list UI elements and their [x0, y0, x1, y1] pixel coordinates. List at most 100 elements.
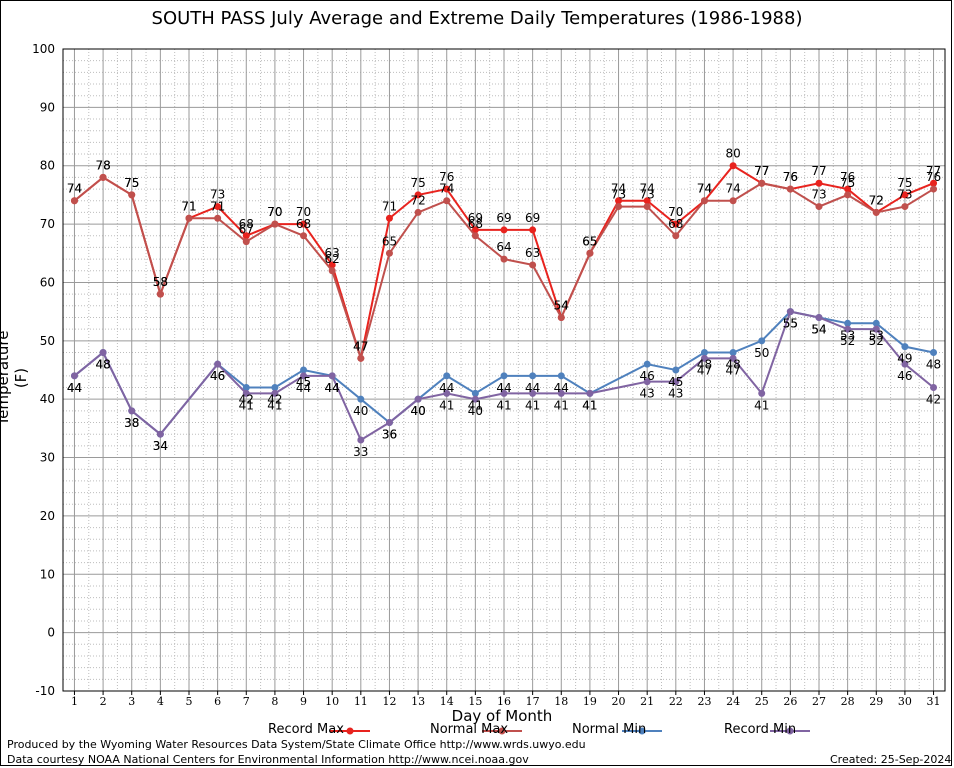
data-label-record-max: 77	[811, 164, 826, 178]
x-tick-label: 27	[812, 695, 826, 708]
data-label-record-min: 47	[697, 363, 712, 377]
x-tick-label: 17	[526, 695, 540, 708]
data-point-record-max	[471, 226, 479, 234]
x-tick-label: 20	[612, 695, 626, 708]
x-axis-label: Day of Month	[451, 707, 553, 725]
data-point-record-min	[729, 354, 737, 362]
data-label-record-min: 44	[325, 381, 340, 395]
data-point-normal-max	[128, 191, 136, 199]
data-label-normal-max: 73	[640, 188, 655, 202]
data-label-record-max: 65	[582, 234, 597, 248]
data-label-record-min: 44	[67, 381, 82, 395]
data-label-normal-max: 75	[840, 176, 855, 190]
x-tick-label: 23	[697, 695, 711, 708]
data-label-normal-min: 34	[153, 439, 168, 453]
data-point-record-min	[156, 430, 164, 438]
data-point-normal-max	[271, 220, 279, 228]
footer-produced: Produced by the Wyoming Water Resources …	[7, 738, 586, 751]
legend-marker-record-max	[346, 727, 354, 735]
data-label-normal-max: 58	[153, 275, 168, 289]
legend	[330, 727, 810, 735]
data-label-normal-min: 44	[525, 381, 540, 395]
x-tick-label: 11	[354, 695, 368, 708]
data-label-record-min: 52	[869, 334, 884, 348]
data-label-record-max: 74	[697, 182, 712, 196]
data-label-record-min: 41	[754, 398, 769, 412]
x-tick-label: 14	[440, 695, 454, 708]
data-label-normal-max: 73	[611, 188, 626, 202]
data-point-record-min	[901, 360, 909, 368]
data-label-record-max: 74	[67, 182, 82, 196]
data-label-normal-max: 74	[439, 182, 454, 196]
data-point-normal-min	[758, 337, 766, 345]
data-label-record-min: 42	[926, 393, 941, 407]
data-label-normal-max: 78	[95, 158, 110, 172]
data-label-record-max: 69	[496, 211, 511, 225]
data-point-record-min	[328, 372, 336, 380]
data-point-normal-min	[729, 348, 737, 356]
data-point-record-min	[500, 389, 508, 397]
x-tick-label: 10	[325, 695, 339, 708]
data-label-normal-min: 38	[124, 416, 139, 430]
data-point-record-min	[357, 436, 365, 444]
data-label-normal-min: 54	[811, 322, 826, 336]
data-label-normal-min: 44	[67, 381, 82, 395]
data-label-normal-min: 40	[410, 404, 425, 418]
data-label-normal-min: 41	[582, 398, 597, 412]
data-point-record-min	[844, 325, 852, 333]
legend-label-normal-max: Normal Max	[430, 722, 509, 737]
data-point-record-max	[414, 191, 422, 199]
data-label-record-max: 74	[611, 182, 626, 196]
data-label-record-min: 48	[95, 357, 110, 371]
data-point-normal-min	[500, 372, 508, 380]
data-point-normal-max	[443, 197, 451, 205]
data-point-normal-max	[471, 232, 479, 240]
data-point-record-max	[328, 261, 336, 269]
data-label-normal-max: 74	[67, 182, 82, 196]
y-tick-label: 90	[40, 100, 55, 114]
data-point-normal-min	[844, 319, 852, 327]
footer-created: Created: 25-Sep-2024	[830, 753, 952, 766]
x-tick-label: 18	[554, 695, 568, 708]
data-point-normal-min	[643, 360, 651, 368]
data-label-normal-max: 67	[239, 223, 254, 237]
data-label-normal-min: 44	[496, 381, 511, 395]
data-label-normal-max: 62	[325, 252, 340, 266]
data-label-record-min: 44	[296, 381, 311, 395]
data-label-normal-min: 48	[926, 357, 941, 371]
x-tick-label: 21	[640, 695, 654, 708]
data-point-normal-min	[300, 366, 308, 374]
x-tick-label: 9	[300, 695, 307, 708]
data-point-record-min	[700, 354, 708, 362]
x-tick-label: 22	[669, 695, 683, 708]
data-point-record-min	[99, 348, 107, 356]
footer-courtesy: Data courtesy NOAA National Centers for …	[7, 753, 529, 766]
data-label-normal-max: 71	[181, 199, 196, 213]
data-label-normal-max: 72	[869, 193, 884, 207]
data-label-record-max: 72	[869, 193, 884, 207]
data-point-normal-min	[271, 384, 279, 392]
data-point-record-min	[815, 313, 823, 321]
data-label-record-min: 41	[525, 398, 540, 412]
data-label-normal-min: 53	[840, 328, 855, 342]
data-point-record-min	[271, 389, 279, 397]
data-point-normal-max	[99, 173, 107, 181]
data-point-record-min	[786, 308, 794, 316]
x-tick-label: 28	[841, 695, 855, 708]
data-point-normal-max	[672, 232, 680, 240]
y-tick-label: 60	[40, 275, 55, 289]
data-label-normal-min: 41	[468, 398, 483, 412]
x-tick-label: 29	[869, 695, 883, 708]
data-point-normal-max	[643, 203, 651, 211]
data-point-normal-max	[815, 203, 823, 211]
data-label-record-max: 69	[525, 211, 540, 225]
data-label-record-min: 34	[153, 439, 168, 453]
data-label-normal-max: 76	[783, 170, 798, 184]
data-point-normal-max	[357, 354, 365, 362]
data-point-record-max	[672, 220, 680, 228]
x-tick-label: 25	[755, 695, 769, 708]
x-tick-label: 7	[243, 695, 250, 708]
data-point-normal-max	[156, 290, 164, 298]
